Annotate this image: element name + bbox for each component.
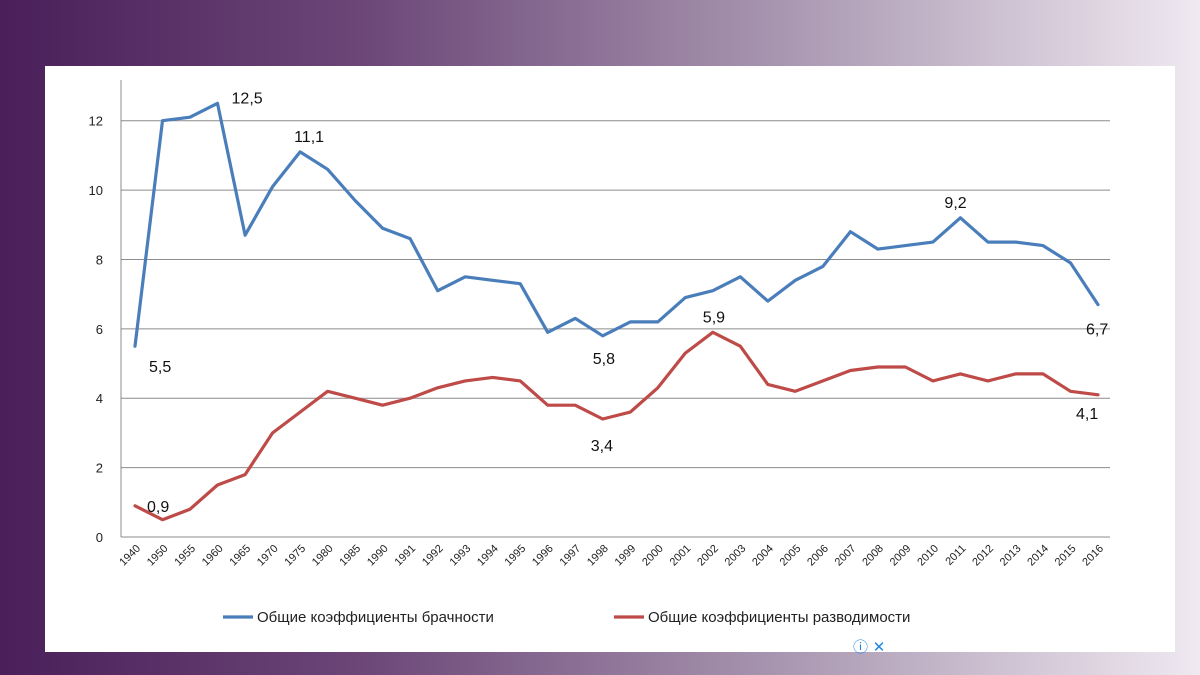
data-label: 9,2 — [944, 195, 966, 212]
x-tick-label: 2000 — [640, 543, 666, 569]
x-tick-label: 1965 — [227, 543, 253, 569]
x-tick-label: 2016 — [1080, 543, 1106, 569]
x-tick-label: 2014 — [1025, 543, 1051, 569]
data-label: 3,4 — [591, 438, 613, 455]
data-label: 0,9 — [147, 499, 169, 516]
x-tick-label: 1999 — [613, 543, 639, 569]
x-tick-label: 2009 — [888, 543, 914, 569]
y-tick-label: 4 — [96, 391, 103, 406]
x-tick-label: 1996 — [530, 543, 556, 569]
x-tick-label: 2008 — [860, 543, 886, 569]
x-tick-label: 2002 — [695, 543, 721, 569]
y-tick-label: 12 — [89, 114, 103, 129]
data-label: 5,9 — [703, 309, 725, 326]
data-label: 4,1 — [1076, 406, 1098, 423]
y-tick-label: 2 — [96, 461, 103, 476]
x-tick-label: 1970 — [255, 543, 281, 569]
x-tick-label: 2013 — [998, 543, 1024, 569]
data-label: 6,7 — [1086, 322, 1108, 339]
x-tick-label: 2010 — [915, 543, 941, 569]
x-tick-label: 2007 — [833, 543, 859, 569]
data-label: 12,5 — [232, 90, 263, 107]
x-tick-label: 1997 — [558, 543, 584, 569]
x-tick-label: 1940 — [117, 543, 143, 569]
x-tick-label: 1960 — [200, 543, 226, 569]
series-line-1 — [133, 101, 1100, 348]
data-label: 5,5 — [149, 359, 171, 376]
legend-label-2: Общие коэффициенты разводимости — [648, 609, 910, 626]
chart-card: 0 2 4 6 8 10 12 1940 1950 1955 1960 1965 1970 1975 198… — [45, 66, 1175, 655]
x-tick-label: 1994 — [475, 543, 501, 569]
x-tick-label: 2012 — [970, 543, 996, 569]
x-tick-label: 1993 — [447, 543, 473, 569]
y-tick-label: 0 — [96, 530, 103, 545]
x-tick-label: 2006 — [805, 543, 831, 569]
x-tick-label: 2003 — [723, 543, 749, 569]
x-tick-label: 2005 — [778, 543, 804, 569]
y-tick-label: 8 — [96, 252, 103, 267]
info-icon[interactable]: ⓘ — [853, 638, 869, 656]
data-label: 11,1 — [294, 129, 324, 146]
x-tick-label: 1985 — [337, 543, 363, 569]
legend-label-1: Общие коэффициенты брачности — [257, 609, 494, 626]
x-tick-label: 2004 — [750, 543, 776, 569]
data-label: 5,8 — [593, 351, 615, 368]
x-tick-label: 1950 — [145, 543, 171, 569]
close-icon[interactable]: ✕ — [872, 638, 886, 656]
x-tick-label: 1991 — [392, 543, 418, 569]
x-tick-label: 1975 — [282, 543, 308, 569]
x-tick-label: 1995 — [503, 543, 529, 569]
y-tick-label: 10 — [89, 183, 103, 198]
x-tick-label: 1990 — [365, 543, 391, 569]
x-tick-label: 1955 — [172, 543, 198, 569]
x-tick-label: 1992 — [420, 543, 446, 569]
y-tick-label: 6 — [96, 322, 103, 337]
series-line-2 — [133, 330, 1100, 522]
x-tick-label: 2015 — [1053, 543, 1079, 569]
x-tick-label: 1980 — [310, 543, 336, 569]
x-tick-label: 2001 — [668, 543, 694, 569]
x-tick-label: 1998 — [585, 543, 611, 569]
footer-icons: ⓘ ✕ — [853, 640, 885, 655]
x-tick-label: 2011 — [943, 543, 968, 568]
